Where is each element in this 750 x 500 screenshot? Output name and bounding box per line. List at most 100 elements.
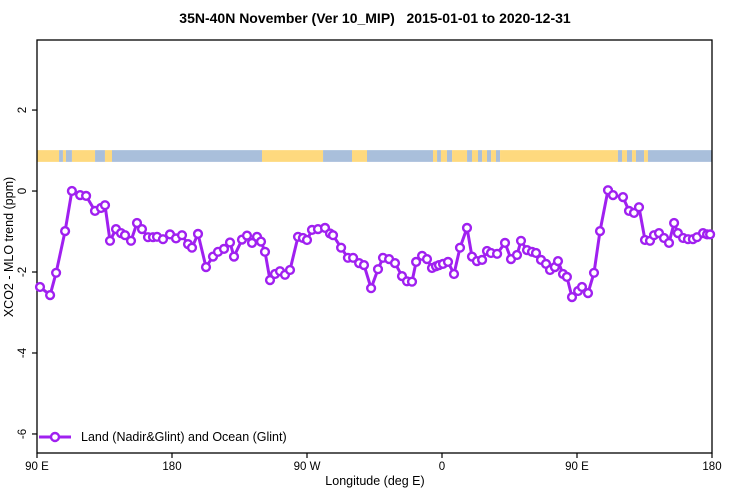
- data-point: [617, 192, 629, 203]
- surface-band-segment-land: [472, 150, 478, 162]
- data-point: [511, 249, 523, 261]
- surface-band-segment-ocean: [112, 150, 262, 162]
- x-tick-label: 0: [439, 461, 445, 473]
- legend-key: [39, 431, 71, 443]
- series-line: [38, 188, 712, 299]
- x-tick-label: 180: [162, 461, 181, 473]
- data-point: [157, 234, 169, 245]
- surface-band-segment-ocean: [635, 150, 645, 162]
- surface-band-segment-ocean: [626, 150, 633, 162]
- data-point: [358, 260, 370, 271]
- data-point: [246, 237, 258, 249]
- surface-band-segment-land: [500, 150, 618, 162]
- surface-band-segment-ocean: [65, 150, 72, 162]
- surface-band-segment-ocean: [496, 150, 501, 162]
- data-point: [499, 237, 511, 249]
- data-point: [492, 248, 503, 259]
- data-point: [561, 271, 573, 283]
- data-point: [588, 267, 600, 278]
- data-point: [44, 290, 56, 301]
- data-point: [461, 222, 473, 234]
- surface-band-segment-land: [262, 150, 324, 162]
- data-point: [104, 235, 116, 246]
- surface-band-segment-ocean: [478, 150, 483, 162]
- surface-band-segment-ocean: [617, 150, 622, 162]
- data-point: [241, 230, 253, 241]
- data-point: [421, 254, 433, 265]
- data-point: [336, 242, 347, 253]
- data-point: [515, 235, 527, 246]
- data-point: [228, 251, 240, 262]
- data-point: [119, 230, 131, 241]
- plot-frame: [36, 39, 713, 454]
- data-point: [176, 230, 188, 241]
- surface-band-segment-ocean: [59, 150, 63, 162]
- y-tick-label: 0: [17, 188, 29, 194]
- surface-band-segment-land: [452, 150, 468, 162]
- data-point: [264, 275, 276, 286]
- y-tick-label: 2: [17, 107, 29, 113]
- data-point: [663, 237, 675, 249]
- legend-marker-icon: [49, 431, 61, 443]
- surface-band-segment-land: [62, 150, 66, 162]
- surface-band-segment-ocean: [95, 150, 105, 162]
- surface-band-segment-ocean: [647, 150, 712, 162]
- surface-band-segment-land: [71, 150, 96, 162]
- surface-band-segment-ocean: [467, 150, 472, 162]
- y-tick-label: -4: [17, 347, 29, 358]
- surface-band-segment-land: [37, 150, 60, 162]
- surface-band-segment-land: [433, 150, 438, 162]
- data-point: [552, 256, 564, 267]
- x-tick-label: 180: [702, 461, 721, 473]
- data-point: [131, 217, 143, 229]
- data-point: [406, 276, 418, 287]
- data-point: [50, 267, 62, 278]
- data-point: [66, 185, 78, 197]
- data-point: [448, 268, 460, 280]
- surface-band-segment-land: [104, 150, 112, 162]
- x-tick-label: 90 E: [565, 461, 589, 473]
- data-point: [136, 224, 148, 235]
- data-point: [255, 236, 267, 247]
- surface-band-segment-land: [482, 150, 487, 162]
- surface-band-segment-ocean: [446, 150, 453, 162]
- x-tick-label: 90 W: [294, 461, 321, 473]
- y-tick-label: -2: [17, 267, 29, 277]
- data-point: [259, 246, 271, 257]
- surface-band-segment-ocean: [487, 150, 492, 162]
- data-point: [284, 264, 296, 276]
- surface-band-segment-ocean: [437, 150, 441, 162]
- data-point: [80, 190, 92, 202]
- surface-band-segment-ocean: [323, 150, 352, 162]
- data-point: [218, 243, 230, 255]
- surface-band-segment-land: [440, 150, 447, 162]
- data-point: [668, 217, 680, 229]
- data-point: [704, 229, 716, 240]
- data-point: [372, 264, 384, 275]
- surface-band-segment-land: [644, 150, 648, 162]
- data-point: [576, 281, 588, 293]
- data-point: [607, 190, 619, 201]
- y-axis-label: XCO2 - MLO trend (ppm): [2, 176, 16, 318]
- data-point: [59, 226, 71, 237]
- data-point: [301, 234, 313, 246]
- data-point: [34, 281, 46, 293]
- data-point: [192, 228, 204, 240]
- data-point: [99, 200, 111, 211]
- data-point: [582, 288, 594, 299]
- data-point: [530, 247, 542, 259]
- data-point: [454, 242, 466, 253]
- data-point: [633, 202, 645, 213]
- data-point: [200, 262, 212, 273]
- data-point: [389, 258, 401, 269]
- data-point: [411, 256, 422, 268]
- surface-band-segment-ocean: [367, 150, 433, 162]
- chart-title: 35N-40N November (Ver 10_MIP) 2015-01-01…: [179, 10, 571, 26]
- legend-label: Land (Nadir&Glint) and Ocean (Glint): [81, 430, 287, 444]
- legend: Land (Nadir&Glint) and Ocean (Glint): [38, 428, 287, 446]
- data-point: [366, 283, 377, 294]
- data-point: [125, 235, 137, 246]
- data-point: [186, 242, 198, 253]
